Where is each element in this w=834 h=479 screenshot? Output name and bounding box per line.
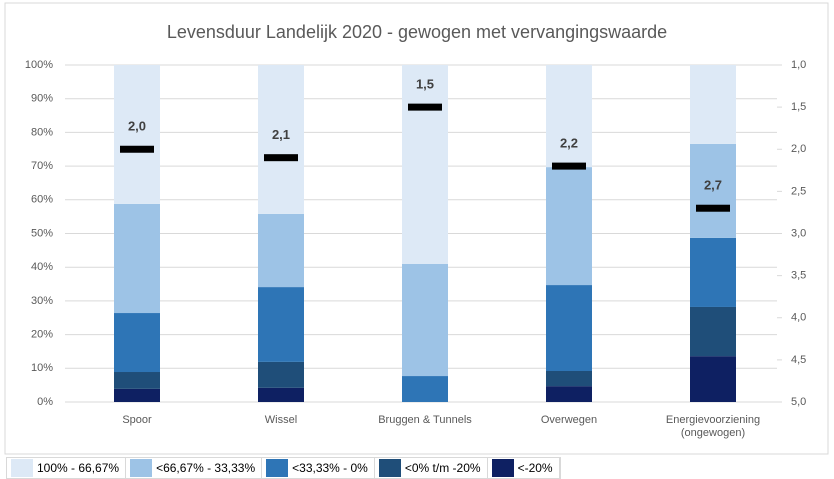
bar-segment (546, 65, 592, 168)
legend-item: <33,33% - 0% (262, 458, 375, 478)
chart-title: Levensduur Landelijk 2020 - gewogen met … (167, 22, 667, 42)
legend-label: <33,33% - 0% (292, 461, 368, 475)
marker-label: 2,2 (560, 136, 578, 151)
legend: 100% - 66,67% <66,67% - 33,33% <33,33% - 0… (6, 457, 561, 479)
marker (696, 204, 730, 212)
x-tick-label: Energievoorziening (ongewogen) (665, 414, 761, 439)
y-tick-label: 30% (31, 295, 53, 307)
x-tick-label: Overwegen (540, 414, 598, 426)
legend-label: 100% - 66,67% (37, 461, 120, 475)
bar-segment (546, 386, 592, 402)
bar-segment (114, 65, 160, 204)
bar-segment (402, 376, 448, 402)
x-tick-label: Wissel (264, 414, 298, 426)
y-tick-label: 50% (31, 227, 53, 239)
bar-segment (258, 65, 304, 214)
bar-segment (114, 372, 160, 389)
legend-swatch (378, 459, 401, 477)
legend-item: 100% - 66,67% (7, 458, 127, 478)
marker (552, 162, 586, 170)
bar-segment (114, 203, 160, 314)
legend-item: <66,67% - 33,33% (126, 458, 263, 478)
bar-segment (546, 167, 592, 286)
marker-label: 2,7 (704, 178, 722, 193)
y-tick-label: 100% (25, 59, 53, 71)
marker-label: 2,1 (272, 127, 290, 142)
y-tick-label: 70% (31, 160, 53, 172)
bar-segment (690, 356, 736, 402)
marker-label: 2,0 (128, 119, 146, 134)
y-tick-label: 20% (31, 329, 53, 341)
bar-segment (402, 65, 448, 264)
x-tick-label: Spoor (122, 414, 152, 426)
bar-segment (690, 306, 736, 357)
bar-segment (690, 237, 736, 307)
bar-segment (114, 313, 160, 373)
marker-label: 1,5 (416, 77, 434, 92)
bar-segment (690, 65, 736, 144)
y2-tick-label: 2,0 (791, 143, 806, 155)
legend-swatch (130, 459, 153, 477)
x-tick-label: Bruggen & Tunnels (378, 414, 472, 426)
y-tick-label: 10% (31, 362, 53, 374)
legend-swatch (491, 459, 514, 477)
marker (408, 103, 442, 111)
y2-tick-label: 4,0 (791, 312, 806, 324)
bar-segment (546, 285, 592, 371)
y2-tick-label: 3,5 (791, 270, 806, 282)
y2-tick-label: 3,0 (791, 227, 806, 239)
y2-tick-label: 1,5 (791, 101, 806, 113)
bar-segment (546, 370, 592, 387)
legend-label: <0% t/m -20% (404, 461, 481, 475)
legend-label: <-20% (517, 461, 553, 475)
marker (264, 154, 298, 162)
bar-segment (258, 287, 304, 362)
y-tick-label: 90% (31, 93, 53, 105)
y2-tick-label: 1,0 (791, 59, 806, 71)
y2-tick-label: 4,5 (791, 354, 806, 366)
legend-item: <-20% (488, 458, 560, 478)
y-tick-label: 0% (37, 396, 53, 408)
legend-swatch (11, 459, 33, 477)
y-tick-label: 60% (31, 194, 53, 206)
legend-item: <0% t/m -20% (375, 458, 488, 478)
bar-segment (258, 387, 304, 402)
legend-label: <66,67% - 33,33% (156, 461, 256, 475)
bar-segment (114, 388, 160, 402)
legend-swatch (266, 459, 289, 477)
y2-tick-label: 5,0 (791, 396, 806, 408)
bar-segment (690, 143, 736, 238)
y2-tick-label: 2,5 (791, 185, 806, 197)
marker (120, 145, 154, 153)
y-tick-label: 80% (31, 126, 53, 138)
bar-segment (258, 213, 304, 288)
bar-segment (258, 361, 304, 388)
y-tick-label: 40% (31, 261, 53, 273)
bar-segment (402, 263, 448, 377)
